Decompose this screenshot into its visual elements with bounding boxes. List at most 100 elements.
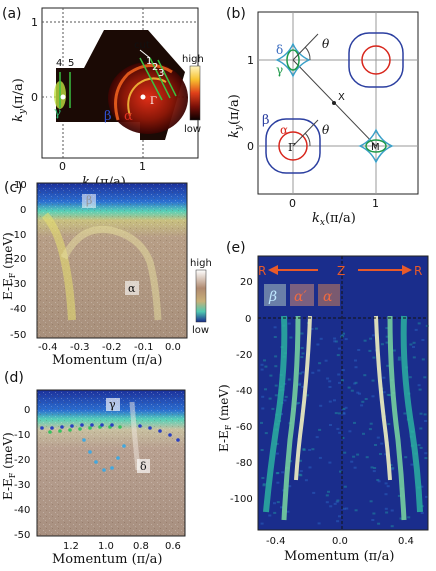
speckle-pixel (369, 500, 373, 503)
panel-a-cut-pointer (139, 49, 151, 59)
panel-e-xtick: -0.4 (266, 536, 286, 547)
speckle-pixel (377, 522, 381, 525)
panel-e-ytick: 20 (240, 277, 253, 288)
speckle-pixel (386, 485, 390, 488)
panel-a: (a) cut 4 5 1 2 3 M Γ γ β α 0 (2, 6, 204, 192)
speckle-pixel (373, 467, 377, 469)
speckle-pixel (338, 515, 341, 518)
panel-e-legend-alpha-box (318, 284, 340, 306)
panel-d-xticks: 1.2 1.0 0.8 0.6 (63, 541, 181, 552)
speckle-pixel (425, 495, 429, 498)
speckle-pixel (319, 337, 323, 340)
speckle-pixel (333, 399, 336, 402)
panel-c: (c) β α 10 0 -10 -20 -30 -40 -50 -0.4 -0… (1, 180, 212, 368)
panel-e-ylabel: E-EF (meV) (217, 384, 233, 452)
speckle-pixel (337, 373, 341, 376)
panel-b-ytick-0: 0 (247, 140, 254, 153)
panel-d-xtick: 0.8 (133, 541, 149, 552)
speckle-pixel (274, 365, 278, 368)
panel-b-fs-alpha-upper (361, 45, 391, 75)
panel-a-cut-2 (149, 57, 171, 99)
panel-e-xtick: 0.4 (398, 536, 414, 547)
panel-d-ytick: -20 (14, 455, 30, 466)
speckle-pixel (372, 512, 376, 515)
dot (40, 426, 44, 430)
panel-e-arrowhead-right (402, 265, 412, 275)
panel-a-beta-band (114, 64, 173, 121)
dot (100, 423, 104, 427)
panel-d-tag: (d) (4, 370, 24, 386)
speckle-pixel (397, 358, 401, 361)
panel-a-band-alpha: α (124, 109, 133, 124)
speckle-pixel (337, 412, 341, 415)
panel-a-cbar-low: low (184, 124, 201, 135)
speckle-pixel (276, 481, 280, 484)
speckle-pixel (318, 428, 322, 431)
panel-a-band-beta: β (104, 109, 112, 124)
panel-a-colorbar (189, 65, 201, 121)
panel-c-xtick: -0.3 (70, 342, 90, 353)
panel-e-band-beta-left (263, 315, 288, 513)
speckle-pixel (318, 362, 322, 365)
speckle-pixel (379, 453, 382, 455)
speckle-pixel (382, 391, 386, 394)
speckle-pixel (328, 461, 332, 464)
speckle-pixel (374, 444, 377, 446)
panel-d-ytick: -40 (14, 505, 30, 516)
panel-a-xtick-1: 1 (139, 160, 146, 173)
speckle-pixel (271, 407, 275, 410)
speckle-pixel (329, 505, 333, 508)
speckle-pixel (328, 400, 332, 403)
speckle-pixel (342, 412, 346, 415)
panel-d-ytick: -30 (14, 480, 30, 491)
speckle-pixel (341, 379, 344, 382)
panel-c-yticks: 10 0 -10 -20 -30 -40 -50 (10, 180, 27, 341)
speckle-pixel (368, 428, 372, 431)
panel-a-xtick-0: 0 (59, 160, 66, 173)
dot (88, 426, 92, 430)
dot (122, 444, 126, 448)
speckle-pixel (260, 522, 264, 525)
speckle-pixel (334, 412, 338, 415)
panel-d-dots-green (48, 425, 122, 434)
panel-d-label-gamma: γ (109, 398, 116, 411)
panel-d-xlabel: Momentum (π/a) (52, 552, 162, 567)
speckle-pixel (354, 366, 358, 369)
speckle-pixel (287, 378, 291, 381)
dot (80, 423, 84, 427)
speckle-pixel (371, 379, 375, 382)
speckle-pixel (329, 424, 332, 426)
speckle-pixel (380, 442, 384, 445)
speckle-pixel (371, 519, 375, 521)
speckle-pixel (333, 502, 337, 505)
panel-a-band-gamma: γ (54, 105, 61, 119)
speckle-pixel (338, 381, 341, 384)
speckle-pixel (397, 356, 401, 359)
speckle-pixel (385, 341, 389, 344)
dot (94, 460, 98, 464)
speckle-pixel (353, 466, 357, 469)
panel-e-ytick: -100 (230, 494, 253, 505)
speckle-pixel (318, 456, 322, 459)
panel-b-label-beta: β (262, 113, 270, 128)
speckle-pixel (328, 380, 332, 383)
panel-d-ytick: -50 (14, 530, 30, 541)
speckle-pixel (260, 368, 264, 371)
speckle-pixel (350, 460, 354, 463)
speckle-pixel (260, 449, 264, 451)
panel-a-tag: (a) (2, 6, 22, 22)
dot (148, 426, 152, 430)
panel-b-label-gamma: γ (276, 63, 283, 77)
speckle-pixel (420, 485, 424, 488)
speckle-pixel (283, 399, 287, 402)
panel-d-label-delta-box (137, 459, 150, 473)
panel-b-label-theta-1: θ (322, 37, 330, 51)
panel-d-xtick: 1.0 (98, 541, 114, 552)
speckle-pixel (390, 525, 394, 528)
speckle-pixel (423, 376, 427, 379)
panel-b-theta-arc-1 (304, 46, 311, 61)
speckle-pixel (327, 490, 330, 493)
panel-b-fs-delta-m2 (358, 128, 394, 164)
dot (70, 424, 74, 428)
